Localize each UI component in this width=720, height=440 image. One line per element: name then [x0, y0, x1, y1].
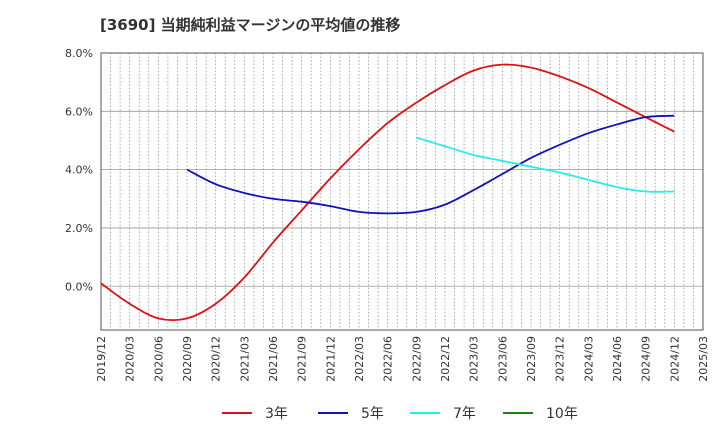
- x-tick-label: 2020/09: [181, 336, 194, 382]
- y-tick-label: 6.0%: [65, 105, 93, 118]
- series-lines: [100, 63, 675, 322]
- x-axis-ticks: 2019/12 2020/03 2020/06 2020/09 2020/12 2021/…: [95, 336, 710, 382]
- series-line-0: [100, 63, 675, 322]
- x-tick-label: 2024/06: [611, 336, 624, 382]
- y-tick-label: 2.0%: [65, 222, 93, 235]
- x-tick-label: 2021/06: [267, 336, 280, 382]
- x-tick-label: 2022/09: [410, 336, 423, 382]
- legend: 3年 5年 7年 10年: [222, 406, 578, 422]
- x-tick-label: 2021/12: [324, 336, 337, 382]
- x-tick-label: 2023/06: [496, 336, 509, 382]
- grid: [101, 52, 703, 330]
- y-tick-label: 8.0%: [65, 47, 93, 60]
- x-tick-label: 2024/03: [582, 336, 595, 382]
- x-tick-label: 2022/12: [439, 336, 452, 382]
- x-tick-label: 2021/03: [238, 336, 251, 382]
- legend-label: 7年: [453, 406, 476, 422]
- x-tick-label: 2021/09: [296, 336, 309, 382]
- y-tick-label: 0.0%: [65, 280, 93, 293]
- x-tick-label: 2024/12: [668, 336, 681, 382]
- x-tick-label: 2023/03: [468, 336, 481, 382]
- legend-label: 10年: [546, 406, 578, 422]
- x-tick-label: 2023/09: [525, 336, 538, 382]
- x-tick-label: 2020/06: [152, 336, 165, 382]
- chart-title: [3690] 当期純利益マージンの平均値の推移: [100, 16, 401, 34]
- x-tick-label: 2020/03: [124, 336, 137, 382]
- x-tick-label: 2020/12: [210, 336, 223, 382]
- y-axis-ticks: 0.0% 2.0% 4.0% 6.0% 8.0%: [65, 47, 93, 293]
- series-line-1: [186, 114, 675, 215]
- axes: [100, 52, 704, 331]
- plot-frame: [100, 52, 704, 331]
- series-line-2: [416, 136, 675, 193]
- plot-area: [101, 53, 703, 330]
- legend-label: 5年: [361, 406, 384, 422]
- legend-label: 3年: [265, 406, 288, 422]
- x-tick-label: 2019/12: [95, 336, 108, 382]
- y-tick-label: 4.0%: [65, 164, 93, 177]
- x-tick-label: 2024/09: [640, 336, 653, 382]
- x-tick-label: 2023/12: [554, 336, 567, 382]
- x-tick-label: 2025/03: [697, 336, 710, 382]
- x-tick-label: 2022/06: [382, 336, 395, 382]
- x-tick-label: 2022/03: [353, 336, 366, 382]
